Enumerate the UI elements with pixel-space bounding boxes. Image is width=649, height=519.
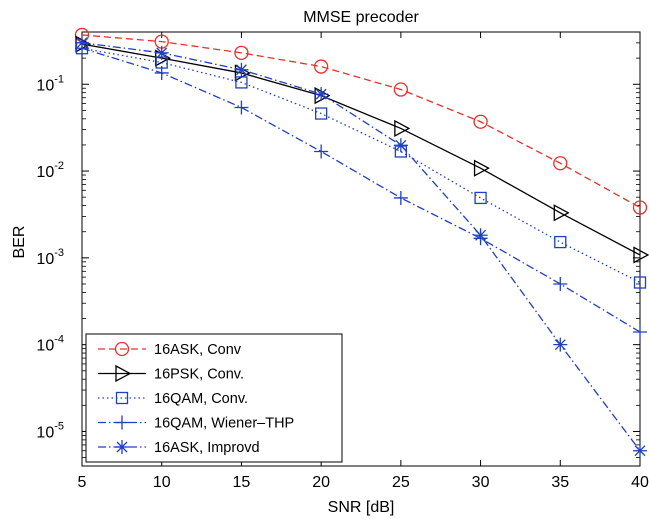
legend-marker	[114, 341, 130, 357]
y-tick-label: 10-2	[36, 160, 64, 181]
data-point	[75, 35, 89, 50]
series-1	[74, 27, 648, 215]
legend-label: 16ASK, Improvd	[154, 440, 260, 456]
data-point	[474, 191, 487, 205]
data-point	[314, 144, 329, 159]
data-point	[633, 443, 647, 458]
data-point	[633, 324, 647, 339]
series-4	[75, 41, 647, 339]
legend-entry: 16QAM, Wiener–THP	[98, 415, 294, 432]
legend-marker	[115, 415, 129, 430]
x-tick-label: 40	[631, 474, 649, 491]
series-line	[81, 43, 641, 256]
chart-title: MMSE precoder	[303, 9, 419, 26]
legend-marker	[115, 364, 132, 383]
data-point	[314, 107, 328, 120]
legend-box	[85, 333, 343, 463]
x-axis-label: SNR [dB]	[328, 499, 395, 516]
legend-label: 16QAM, Wiener–THP	[154, 416, 294, 432]
legend-label: 16ASK, Conv	[154, 342, 242, 358]
data-point	[553, 204, 570, 222]
legend-entry: 16ASK, Improvd	[98, 440, 260, 456]
series-5	[75, 35, 647, 458]
x-tick-label: 10	[153, 474, 171, 491]
data-point	[393, 190, 408, 205]
data-point	[473, 159, 490, 177]
data-point	[235, 76, 248, 89]
data-point	[234, 62, 249, 77]
data-point	[313, 59, 329, 74]
axes-frame	[81, 31, 641, 467]
legend-label: 16QAM, Conv.	[154, 391, 248, 407]
legend-marker	[115, 391, 129, 405]
series-line	[81, 47, 641, 284]
data-point	[393, 82, 409, 97]
data-point	[553, 156, 568, 171]
data-point	[632, 200, 648, 215]
data-point	[633, 276, 647, 289]
data-point	[393, 138, 408, 153]
x-tick-label: 35	[551, 474, 569, 491]
data-point	[633, 246, 649, 264]
data-point	[234, 45, 249, 61]
series-line	[81, 42, 641, 452]
y-tick-label: 10-4	[36, 334, 64, 355]
data-point	[553, 276, 568, 291]
y-tick-label: 10-3	[36, 247, 64, 268]
x-tick-label: 5	[78, 474, 87, 491]
x-tick-label: 30	[472, 474, 490, 491]
data-point	[473, 114, 488, 129]
legend-label: 16PSK, Conv.	[154, 367, 244, 383]
x-tick-label: 15	[233, 474, 251, 491]
series-line	[81, 34, 641, 209]
legend-entry: 16PSK, Conv.	[98, 364, 244, 383]
y-tick-label: 10-5	[36, 420, 64, 441]
data-point	[554, 235, 567, 249]
legend-entry: 16ASK, Conv	[98, 341, 242, 358]
data-point	[473, 228, 488, 243]
data-point	[394, 119, 411, 137]
data-point	[553, 337, 568, 352]
legend-entry: 16QAM, Conv.	[98, 391, 248, 407]
series-line	[81, 47, 641, 333]
data-point	[154, 65, 169, 80]
legend: 16ASK, Conv 16PSK, Conv. 16QAM, Conv. 16QAM…	[85, 333, 343, 463]
data-point	[154, 45, 169, 60]
legend-marker	[115, 440, 129, 454]
y-tick-label: 10-1	[36, 73, 64, 94]
x-tick-label: 20	[312, 474, 330, 491]
y-axis-label: BER	[11, 226, 28, 259]
data-point	[314, 87, 329, 102]
x-tick-label: 25	[392, 474, 410, 491]
data-point	[314, 87, 331, 105]
data-point	[234, 100, 249, 115]
